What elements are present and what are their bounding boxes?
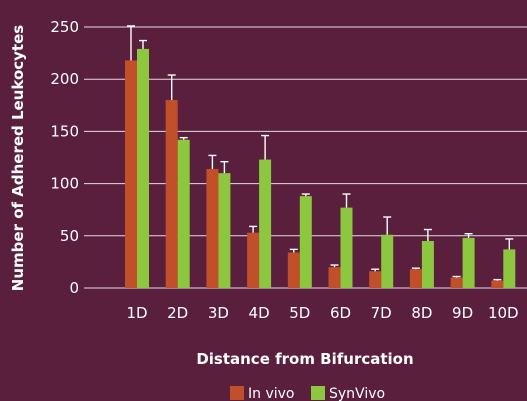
legend-label-in-vivo: In vivo bbox=[248, 386, 294, 401]
bar-in-vivo bbox=[125, 60, 137, 288]
bar-in-vivo bbox=[247, 232, 260, 288]
bar-synvivo bbox=[503, 249, 516, 288]
x-tick-label: 4D bbox=[249, 304, 270, 322]
bar-in-vivo bbox=[491, 280, 504, 288]
y-tick-label: 200 bbox=[50, 70, 79, 88]
legend-swatch-in-vivo bbox=[230, 386, 244, 400]
bar-synvivo bbox=[299, 196, 312, 288]
y-tick-label: 100 bbox=[50, 175, 79, 193]
bar-in-vivo bbox=[165, 100, 178, 288]
bar-synvivo bbox=[462, 237, 475, 288]
x-tick-label: 3D bbox=[208, 304, 229, 322]
y-tick-label: 150 bbox=[50, 122, 79, 140]
bar-in-vivo bbox=[206, 168, 219, 288]
legend-label-synvivo: SynVivo bbox=[329, 386, 385, 401]
y-tick-label: 250 bbox=[50, 18, 79, 36]
x-tick-label: 10D bbox=[488, 304, 519, 322]
x-tick-label: 2D bbox=[167, 304, 188, 322]
bar-in-vivo bbox=[328, 267, 341, 288]
bar-synvivo bbox=[259, 159, 272, 288]
legend: In vivo SynVivo bbox=[230, 386, 385, 401]
bar-in-vivo bbox=[287, 252, 300, 288]
bars-layer bbox=[125, 25, 516, 289]
x-tick-label: 1D bbox=[126, 304, 147, 322]
bar-synvivo bbox=[137, 48, 149, 289]
bar-in-vivo bbox=[450, 277, 463, 288]
y-tick-label: 50 bbox=[60, 227, 79, 245]
bar-synvivo bbox=[340, 207, 353, 288]
bar-synvivo bbox=[421, 241, 434, 288]
bar-in-vivo bbox=[369, 271, 382, 288]
x-tick-label: 7D bbox=[371, 304, 392, 322]
x-tick-label: 5D bbox=[289, 304, 310, 322]
bar-synvivo bbox=[177, 139, 190, 288]
x-tick-label: 8D bbox=[411, 304, 432, 322]
tick-labels: 0 50 100 150 200 250 1D 2D 3D 4D 5D 6D 7D 8D 9D 10D bbox=[50, 18, 518, 322]
legend-swatch-synvivo bbox=[311, 386, 325, 400]
bar-in-vivo bbox=[409, 269, 422, 288]
x-axis-title: Distance from Bifurcation bbox=[196, 350, 413, 368]
bar-synvivo bbox=[218, 173, 231, 288]
x-tick-label: 6D bbox=[330, 304, 351, 322]
x-tick-label: 9D bbox=[452, 304, 473, 322]
bar-synvivo bbox=[381, 234, 394, 288]
y-axis-title: Number of Adhered Leukocytes bbox=[9, 25, 27, 291]
y-tick-label: 0 bbox=[69, 279, 79, 297]
